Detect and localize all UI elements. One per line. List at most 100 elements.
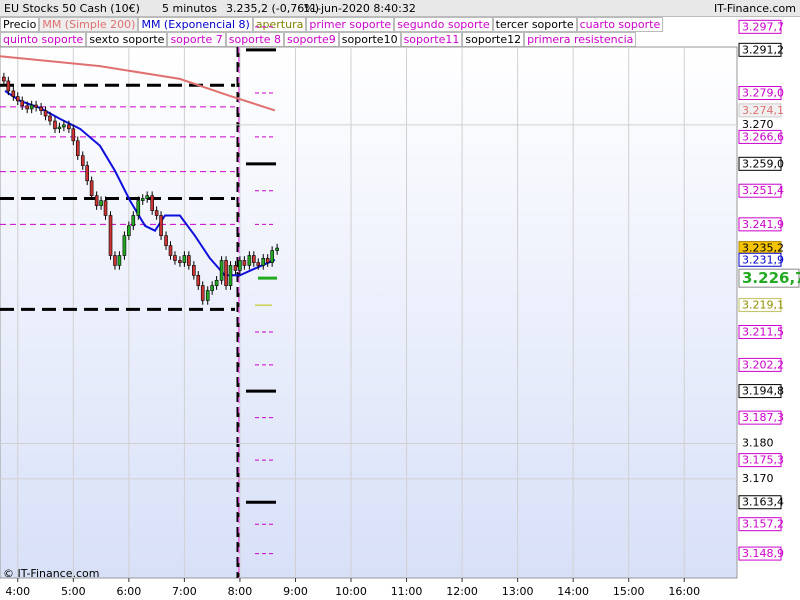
candle-body — [256, 262, 261, 266]
quote: 3.235,2 (-0,76%) — [226, 2, 319, 15]
candle-body — [140, 198, 145, 201]
legend-item: segundo soporte — [394, 17, 493, 32]
legend-item: primer soporte — [306, 17, 395, 32]
price-label: 3.266,6 — [742, 130, 784, 143]
candle-body — [261, 258, 266, 266]
y-tick-label: 3.270 — [742, 118, 774, 131]
footer: © IT-Finance.com — [3, 567, 100, 580]
candle-body — [205, 290, 210, 301]
legend-item: MM (Simple 200) — [39, 17, 139, 32]
interval: 5 minutos — [162, 2, 217, 15]
candle-body — [122, 235, 127, 256]
x-tick-label: 15:00 — [613, 585, 645, 598]
legend-item: MM (Exponencial 8) — [138, 17, 253, 32]
price-label-box — [738, 357, 782, 372]
candle-body — [200, 285, 205, 301]
x-tick-label: 6:00 — [116, 585, 141, 598]
candle-body — [15, 96, 20, 102]
candle-body — [136, 200, 141, 216]
price-label: 3.194,8 — [742, 385, 784, 398]
candle-body — [20, 100, 25, 107]
candle-body — [113, 255, 117, 266]
candle-body — [265, 258, 270, 263]
candle-body — [2, 76, 6, 82]
price-label: 3.251,4 — [742, 184, 784, 197]
candle-body — [224, 260, 228, 286]
brand: IT-Finance.com — [714, 2, 796, 15]
candle-body — [108, 215, 113, 256]
candle-body — [154, 210, 159, 216]
candle-body — [168, 245, 173, 256]
title-bar: EU Stocks 50 Cash (10€) 5 minutos 3.235,… — [0, 0, 800, 17]
price-label-box — [738, 183, 782, 198]
candle-body — [242, 260, 247, 266]
x-tick-label: 11:00 — [391, 585, 423, 598]
candle-body — [238, 260, 242, 271]
price-label-box — [738, 252, 782, 267]
legend: Precio MM (Simple 200) MM (Exponencial 8) a… — [0, 17, 737, 48]
price-label-box — [738, 19, 782, 34]
price-label-box — [738, 129, 782, 144]
price-label-box — [738, 324, 782, 339]
candle-body — [29, 104, 34, 110]
y-tick-label: 3.170 — [742, 472, 774, 485]
legend-item: Precio — [0, 17, 40, 32]
price-label: 3.259,0 — [742, 157, 784, 170]
price-label-box — [738, 298, 782, 313]
price-label: 3.297,7 — [742, 20, 784, 33]
candle-body — [43, 110, 48, 117]
price-label: 3.241,9 — [742, 218, 784, 231]
price-label: 3.274,1 — [742, 104, 784, 117]
price-label-box — [738, 517, 782, 532]
x-tick-label: 9:00 — [283, 585, 308, 598]
price-label-box — [738, 410, 782, 425]
candle-body — [196, 275, 201, 286]
candle-body — [103, 200, 108, 216]
candle-body — [62, 124, 66, 128]
legend-item: tercer soporte — [492, 17, 577, 32]
x-tick-label: 5:00 — [61, 585, 86, 598]
x-tick-label: 8:00 — [228, 585, 253, 598]
candle-body — [34, 104, 38, 108]
candle-body — [75, 140, 80, 156]
candle-body — [164, 235, 168, 246]
x-tick-label: 7:00 — [172, 585, 197, 598]
price-label: 3.231,9 — [742, 253, 784, 266]
candle-body — [57, 126, 62, 130]
price-label-box — [738, 156, 782, 171]
candle-body — [173, 255, 177, 261]
price-label-box — [738, 495, 782, 510]
candle-body — [127, 225, 131, 236]
candle-body — [233, 265, 238, 271]
candle-body — [53, 120, 57, 130]
candle-body — [89, 180, 94, 196]
candle-body — [94, 195, 99, 206]
price-label: 3.157,2 — [742, 518, 784, 531]
candle-body — [159, 215, 163, 236]
price-label: 3.219,1 — [742, 299, 784, 312]
candle-body — [247, 255, 252, 266]
candle-body — [210, 285, 214, 291]
price-label-box — [738, 217, 782, 232]
candle-body — [214, 279, 219, 286]
candle-body — [187, 255, 191, 266]
price-label: 3.148,9 — [742, 547, 784, 560]
candle-body — [39, 106, 43, 112]
x-tick-label: 4:00 — [5, 585, 30, 598]
instrument: EU Stocks 50 Cash (10€) — [4, 2, 140, 15]
price-label-box — [738, 546, 782, 561]
price-label: 3.291,2 — [742, 43, 784, 56]
candle-body — [228, 265, 233, 286]
candle-body — [145, 195, 149, 199]
price-label-box — [738, 103, 782, 118]
x-tick-label: 12:00 — [446, 585, 478, 598]
plot-area — [0, 46, 738, 579]
legend-item: apertura — [252, 17, 307, 32]
legend-item: cuarto soporte — [576, 17, 664, 32]
price-label: 3.235,2 — [742, 242, 784, 255]
candle-body — [85, 165, 89, 182]
candle-body — [6, 80, 11, 92]
candle-body — [252, 255, 256, 263]
